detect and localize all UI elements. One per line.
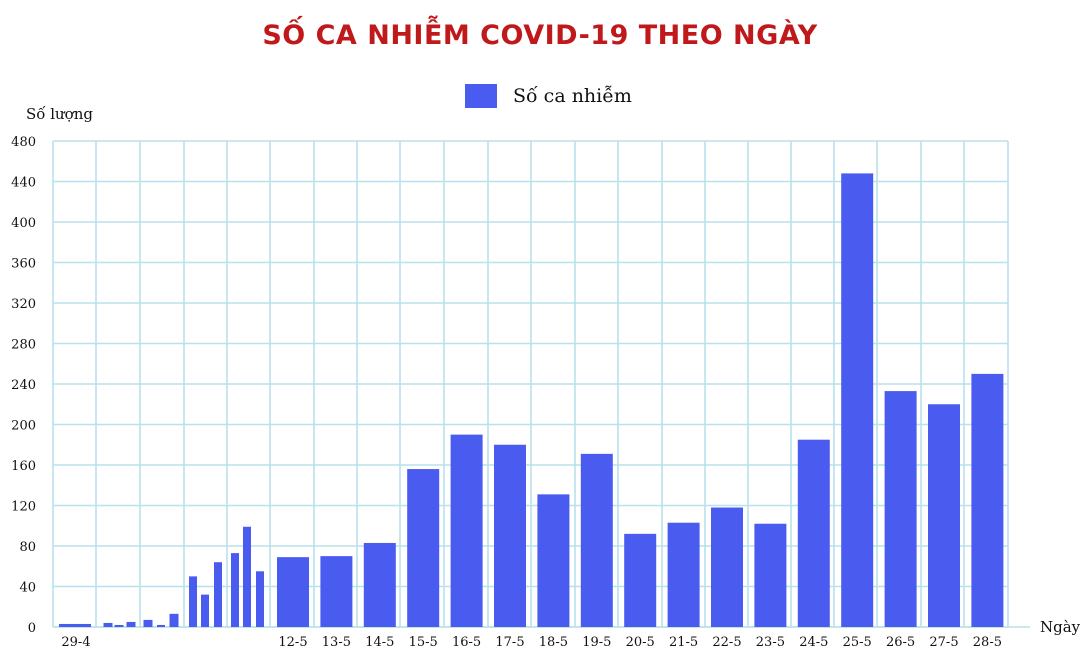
- x-tick-label: 25-5: [843, 635, 872, 650]
- y-tick-label: 120: [11, 500, 36, 515]
- y-tick-label: 160: [11, 459, 36, 474]
- bar: [243, 526, 251, 627]
- bar: [624, 533, 657, 627]
- bar: [103, 622, 113, 627]
- y-tick-label: 40: [19, 581, 36, 596]
- bar: [214, 562, 222, 627]
- bar: [494, 444, 526, 627]
- bar: [126, 621, 136, 627]
- legend-label: Số ca nhiễm: [513, 85, 632, 107]
- x-tick-label: 15-5: [409, 635, 438, 650]
- x-tick-label: 27-5: [929, 635, 958, 650]
- x-tick-label: 16-5: [452, 635, 481, 650]
- bar: [143, 619, 153, 627]
- bar: [754, 523, 787, 627]
- x-tick-label: 26-5: [886, 635, 915, 650]
- x-tick-label: 21-5: [669, 635, 698, 650]
- bar: [277, 557, 309, 627]
- x-tick-label: 29-4: [61, 635, 90, 650]
- bar: [797, 439, 830, 627]
- y-tick-label: 240: [11, 378, 36, 393]
- bar: [407, 469, 440, 627]
- y-tick-label: 280: [11, 338, 36, 353]
- bar: [256, 571, 264, 627]
- y-tick-label: 80: [19, 540, 36, 555]
- x-tick-label: 19-5: [582, 635, 611, 650]
- bar: [231, 553, 239, 627]
- x-tick-label: 28-5: [973, 635, 1002, 650]
- legend-swatch: [465, 84, 497, 108]
- x-tick-label: 24-5: [799, 635, 828, 650]
- x-tick-label: 13-5: [322, 635, 351, 650]
- y-tick-label: 440: [11, 176, 36, 191]
- bar: [201, 594, 209, 627]
- x-tick-label: 18-5: [539, 635, 568, 650]
- y-tick-label: 200: [11, 419, 36, 434]
- bar: [884, 391, 917, 627]
- y-tick-label: 360: [11, 257, 36, 272]
- y-axis-label: Số lượng: [26, 105, 93, 123]
- legend: Số ca nhiễm: [465, 84, 632, 108]
- bar: [169, 613, 179, 627]
- bar: [667, 522, 700, 627]
- x-tick-label: 12-5: [278, 635, 307, 650]
- bar: [450, 434, 483, 627]
- bar: [711, 507, 743, 627]
- bar: [537, 494, 570, 627]
- x-tick-label: 23-5: [756, 635, 785, 650]
- x-tick-label: 20-5: [626, 635, 655, 650]
- bar: [971, 373, 1004, 627]
- bar: [114, 624, 124, 627]
- bar: [320, 556, 353, 627]
- x-tick-label: 17-5: [495, 635, 524, 650]
- y-tick-label: 400: [11, 216, 36, 231]
- bar: [841, 173, 874, 627]
- chart-title: SỐ CA NHIỄM COVID-19 THEO NGÀY: [262, 20, 818, 51]
- bar: [928, 404, 960, 627]
- y-tick-label: 480: [11, 135, 36, 150]
- bar: [363, 542, 396, 627]
- y-tick-label: 320: [11, 297, 36, 312]
- bar: [59, 623, 91, 627]
- bar: [189, 576, 197, 627]
- x-tick-label: 14-5: [365, 635, 394, 650]
- bar: [157, 624, 165, 627]
- x-tick-label: 22-5: [712, 635, 741, 650]
- bar: [580, 453, 613, 627]
- x-axis-label: Ngày: [1040, 618, 1080, 636]
- y-tick-label: 0: [28, 621, 36, 636]
